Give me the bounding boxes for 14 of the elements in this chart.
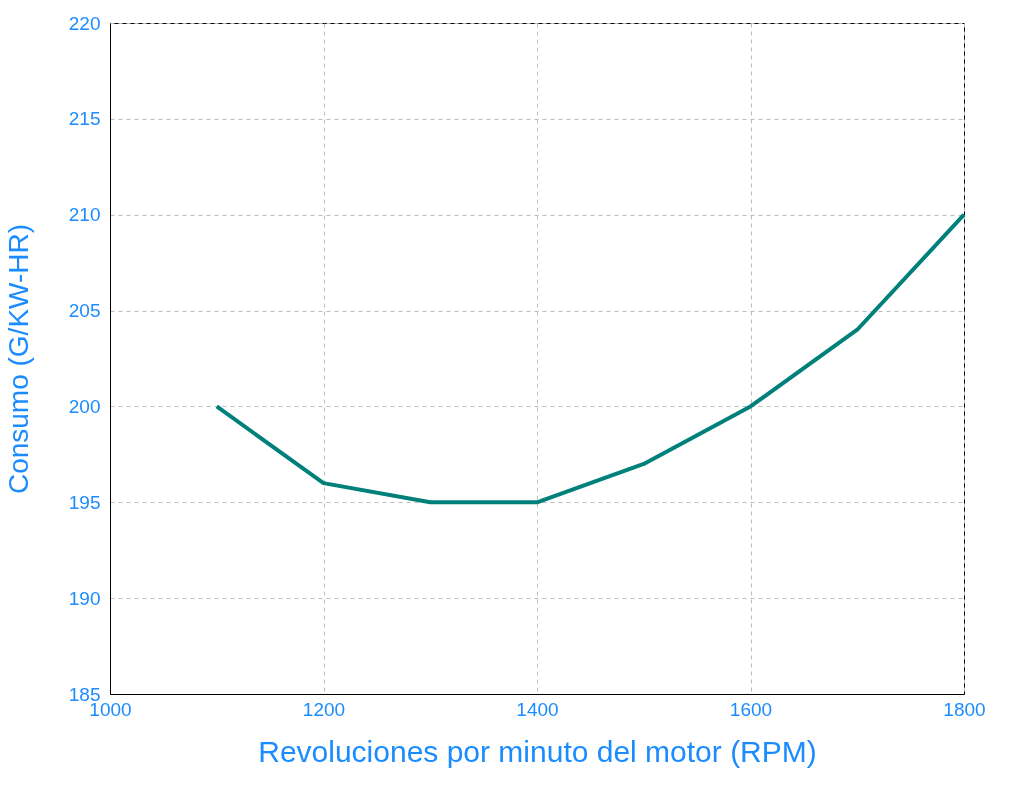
x-tick-label: 1800 [943, 698, 986, 720]
x-tick-label: 1200 [302, 698, 346, 720]
x-tick-label: 1400 [516, 698, 559, 720]
x-tick-label: 1600 [729, 698, 773, 720]
y-axis-title: Consumo (G/KW-HR) [2, 223, 34, 495]
y-tick-label: 220 [68, 12, 101, 34]
y-tick-label: 210 [68, 204, 101, 226]
y-tick-label: 190 [68, 587, 101, 609]
line-series [214, 212, 966, 505]
y-tick-label: 200 [68, 395, 101, 417]
x-axis-title: Revoluciones por minuto del motor (RPM) [258, 734, 817, 768]
y-tick-label: 205 [68, 300, 101, 322]
y-tick-label: 215 [68, 108, 101, 130]
y-tick-label: 195 [68, 491, 101, 513]
